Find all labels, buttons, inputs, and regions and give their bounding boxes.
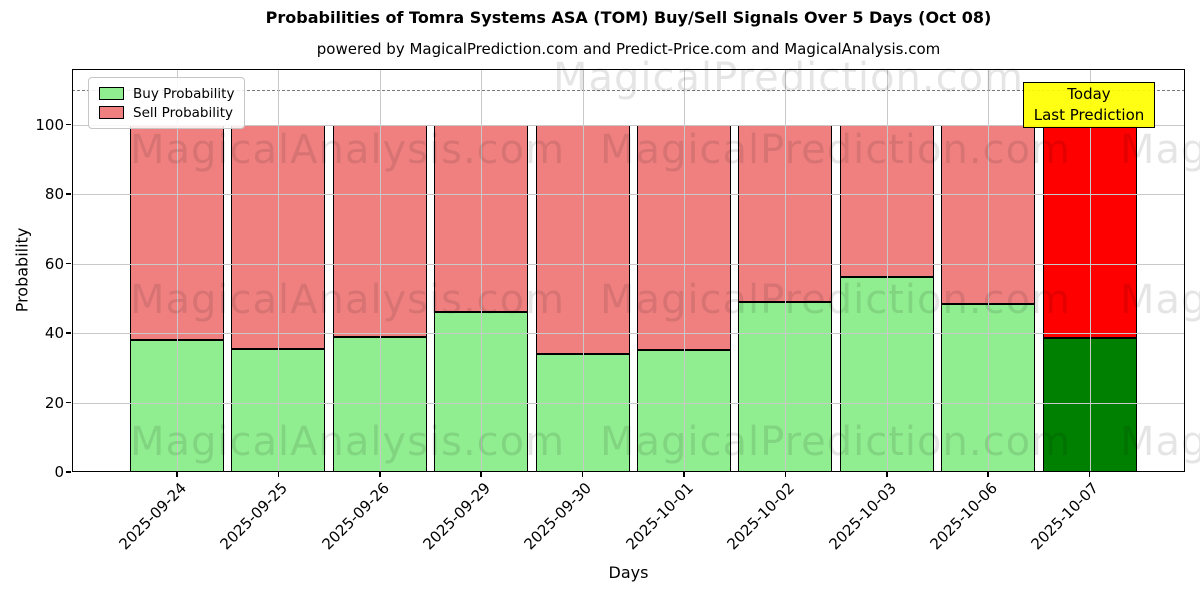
v-gridline [481, 69, 483, 472]
x-tick-mark [987, 472, 989, 477]
legend-label-sell: Sell Probability [133, 104, 234, 121]
y-tick-label: 100 [35, 115, 64, 134]
watermark-text: MagicalAnalysis.com [130, 127, 566, 173]
y-tick-label: 60 [44, 254, 64, 273]
v-gridline [785, 69, 787, 472]
x-tick-label: 2025-09-24 [115, 479, 190, 554]
x-tick-label: 2025-09-29 [419, 479, 494, 554]
v-gridline [278, 69, 280, 472]
x-tick-label: 2025-09-30 [520, 479, 596, 554]
today-annotation-line2: Last Prediction [1033, 106, 1145, 124]
x-tick-mark [277, 472, 280, 477]
watermark-text: MagicalPrediction.com [600, 277, 1071, 323]
x-tick-mark [683, 472, 685, 477]
legend-item-buy: Buy Probability [99, 84, 234, 103]
h-gridline [72, 402, 1185, 404]
x-tick-label: 2025-10-03 [825, 479, 900, 554]
watermark-text: MagicalAnalysis.com [1120, 277, 1200, 323]
v-gridline [988, 69, 990, 472]
x-tick-mark [886, 472, 888, 477]
h-gridline [72, 263, 1185, 265]
sell-swatch-icon [99, 106, 124, 119]
x-tick-mark [480, 472, 482, 477]
v-gridline [582, 69, 584, 472]
x-tick-mark [581, 472, 584, 477]
x-tick-label: 2025-10-06 [926, 479, 1001, 554]
v-gridline [886, 69, 888, 472]
watermark-text: MagicalPrediction.com [553, 55, 1024, 101]
h-gridline [72, 124, 1185, 126]
x-tick-mark [176, 472, 178, 477]
x-tick-label: 2025-10-01 [622, 479, 697, 554]
y-tick-mark [66, 332, 71, 334]
legend: Buy Probability Sell Probability [88, 77, 246, 129]
y-tick-mark [66, 401, 71, 404]
y-tick-label: 0 [54, 463, 64, 481]
y-tick-mark [66, 471, 71, 473]
v-gridline [684, 69, 685, 472]
watermark-text: MagicalAnalysis.com [130, 277, 566, 323]
watermark-text: MagicalPrediction.com [600, 419, 1071, 465]
x-tick-label: 2025-09-25 [216, 479, 292, 554]
y-tick-label: 40 [44, 324, 64, 343]
v-gridline [177, 69, 178, 472]
chart-title: Probabilities of Tomra Systems ASA (TOM)… [265, 8, 992, 27]
today-annotation-line1: Today [1067, 85, 1111, 103]
watermark-text: MagicalAnalysis.com [130, 419, 566, 465]
y-tick-mark [66, 123, 71, 126]
legend-label-buy: Buy Probability [133, 85, 235, 102]
y-tick-label: 20 [44, 393, 64, 412]
h-gridline [72, 333, 1185, 335]
h-gridline [72, 194, 1185, 196]
today-annotation: Today Last Prediction [1023, 82, 1155, 128]
x-tick-mark [784, 472, 787, 477]
v-gridline [379, 69, 381, 472]
x-tick-label: 2025-09-26 [318, 479, 393, 554]
x-tick-mark [1088, 472, 1091, 477]
watermark-text: MagicalAnalysis.com [1120, 127, 1200, 173]
y-tick-mark [66, 262, 71, 265]
watermark-text: MagicalAnalysis.com [1120, 419, 1200, 465]
threshold-dashed-line [72, 89, 1185, 91]
watermark-text: MagicalPrediction.com [600, 127, 1071, 173]
x-axis-title: Days [608, 563, 649, 582]
v-gridline [1089, 69, 1091, 472]
chart-subtitle: powered by MagicalPrediction.com and Pre… [316, 40, 941, 58]
x-tick-label: 2025-10-07 [1027, 479, 1103, 554]
x-tick-mark [379, 472, 381, 477]
x-tick-label: 2025-10-02 [723, 479, 799, 554]
y-tick-label: 80 [44, 185, 64, 204]
buy-swatch-icon [99, 87, 124, 100]
y-tick-mark [66, 193, 71, 195]
legend-item-sell: Sell Probability [99, 103, 234, 122]
plot-area: Buy Probability Sell Probability Today L… [72, 55, 1200, 472]
